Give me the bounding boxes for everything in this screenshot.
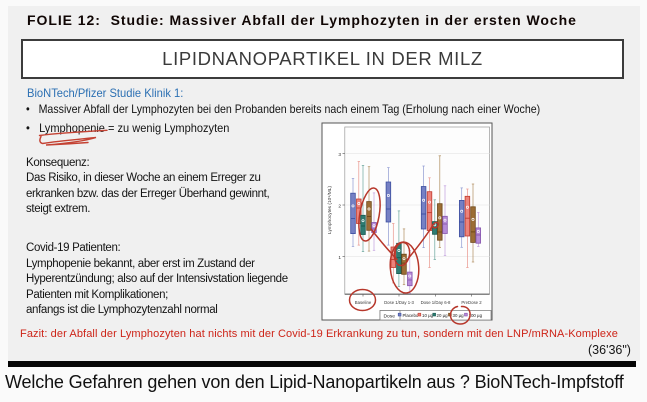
svg-text:Placebo: Placebo — [403, 313, 419, 318]
svg-text:2: 2 — [338, 203, 341, 209]
svg-text:30 µg: 30 µg — [453, 313, 465, 318]
svg-text:20 µg: 20 µg — [437, 313, 449, 318]
svg-text:PreDose 2: PreDose 2 — [461, 300, 482, 305]
svg-text:Dose 1/Day 6-8: Dose 1/Day 6-8 — [421, 300, 451, 305]
svg-text:Dose 1/Day 1-3: Dose 1/Day 1-3 — [384, 300, 414, 305]
svg-text:Dose: Dose — [384, 313, 396, 319]
svg-text:3: 3 — [338, 152, 341, 158]
svg-text:100 µg: 100 µg — [469, 313, 483, 318]
svg-text:Baseline: Baseline — [355, 300, 372, 305]
svg-text:Lymphocytes (10⁹/ML): Lymphocytes (10⁹/ML) — [327, 186, 333, 234]
svg-text:10 µg: 10 µg — [422, 313, 434, 318]
svg-text:1: 1 — [338, 255, 341, 261]
